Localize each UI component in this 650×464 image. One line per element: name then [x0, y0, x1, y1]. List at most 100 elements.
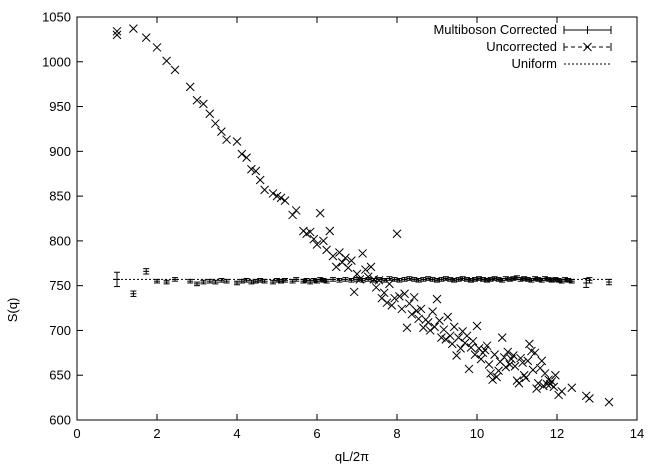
- uncorrected-point: [454, 333, 463, 342]
- uncorrected-point: [309, 234, 319, 244]
- corrected-point: [200, 279, 207, 285]
- x-tick-label: 14: [630, 426, 644, 441]
- uncorrected-point: [385, 279, 394, 289]
- uncorrected-point: [222, 135, 231, 145]
- uncorrected-point: [532, 384, 541, 394]
- uncorrected-point: [331, 262, 341, 272]
- uncorrected-point: [199, 99, 208, 109]
- corrected-point: [438, 277, 445, 282]
- corrected-point: [212, 279, 219, 285]
- uncorrected-point: [423, 318, 433, 327]
- x-tick-label: 12: [550, 426, 564, 441]
- uncorrected-point: [211, 119, 220, 128]
- uncorrected-point: [492, 372, 501, 382]
- corrected-point: [317, 277, 324, 282]
- uncorrected-point: [441, 335, 451, 344]
- uncorrected-point: [237, 149, 247, 159]
- uncorrected-point: [425, 326, 435, 335]
- uncorrected-point: [251, 166, 261, 176]
- x-tick-label: 8: [393, 426, 400, 441]
- uncorrected-point: [371, 283, 381, 292]
- uncorrected-point: [392, 229, 402, 239]
- uncorrected-point: [516, 353, 525, 363]
- corrected-point: [484, 278, 490, 283]
- uncorrected-point: [112, 30, 122, 40]
- uncorrected-point: [276, 193, 286, 203]
- corrected-point: [555, 278, 562, 283]
- x-tick-label: 2: [153, 426, 160, 441]
- uncorrected-point: [540, 369, 550, 378]
- uncorrected-point: [525, 339, 534, 349]
- uncorrected-point: [542, 379, 552, 389]
- y-axis-title: S(q): [5, 298, 20, 323]
- legend: Multiboson Corrected Uncorrected Uniform: [433, 22, 612, 71]
- corrected-point: [336, 278, 343, 283]
- uncorrected-point: [501, 362, 511, 372]
- uncorrected-point: [382, 298, 392, 308]
- uncorrected-point: [343, 263, 353, 273]
- corrected-point: [248, 279, 255, 285]
- uncorrected-point: [312, 240, 322, 249]
- uncorrected-point: [509, 351, 518, 360]
- corrected-point: [451, 278, 458, 283]
- corrected-point: [218, 278, 225, 283]
- corrected-point: [491, 276, 498, 281]
- uncorrected-point: [170, 65, 180, 75]
- uncorrected-point: [449, 322, 459, 332]
- corrected-point: [442, 276, 449, 281]
- corrected-point: [130, 290, 137, 297]
- uncorrected-point: [141, 33, 151, 42]
- legend-label-uncorrected: Uncorrected: [486, 39, 557, 54]
- uncorrected-point: [205, 109, 215, 119]
- uncorrected-point: [488, 375, 497, 385]
- uncorrected-point: [347, 256, 356, 265]
- corrected-point: [187, 278, 194, 284]
- corrected-point: [425, 276, 432, 281]
- uncorrected-point: [443, 312, 453, 322]
- corrected-point: [310, 278, 317, 283]
- y-tick-label: 1050: [42, 10, 71, 25]
- uncorrected-point: [366, 262, 376, 272]
- uncorrected-point: [497, 333, 507, 342]
- corrected-point: [434, 278, 440, 283]
- legend-label-uniform: Uniform: [511, 56, 557, 71]
- uncorrected-point: [494, 366, 503, 376]
- uncorrected-point: [268, 189, 278, 198]
- corrected-point: [476, 276, 482, 281]
- corrected-point: [386, 276, 393, 281]
- uncorrected-point: [363, 272, 373, 282]
- y-tick-label: 950: [49, 99, 71, 114]
- corrected-point: [521, 276, 528, 281]
- uncorrected-point: [523, 356, 533, 366]
- corrected-point: [223, 278, 230, 284]
- uncorrected-point: [402, 323, 412, 333]
- corrected-point: [354, 277, 360, 282]
- uncorrected-point: [470, 350, 480, 359]
- uncorrected-point: [514, 378, 524, 388]
- corrected-point: [429, 277, 436, 282]
- uncorrected-point: [510, 361, 520, 371]
- x-tick-label: 0: [73, 426, 80, 441]
- uncorrected-point: [288, 210, 297, 220]
- corrected-point: [552, 277, 559, 282]
- uncorrected-point: [414, 314, 423, 324]
- uncorrected-point: [400, 289, 409, 299]
- uncorrected-point: [486, 369, 495, 378]
- corrected-point: [163, 279, 170, 285]
- corrected-point: [447, 277, 454, 282]
- corrected-point: [348, 278, 355, 283]
- corrected-point: [411, 277, 418, 282]
- corrected-point: [396, 278, 403, 283]
- uncorrected-point: [533, 378, 543, 388]
- uncorrected-point: [472, 321, 482, 331]
- uncorrected-point: [305, 227, 315, 237]
- corrected-point: [586, 277, 593, 284]
- uncorrected-point: [456, 344, 465, 353]
- corrected-point: [548, 278, 555, 283]
- corrected-point: [401, 277, 408, 282]
- corrected-point: [342, 277, 349, 282]
- uncorrected-point: [528, 365, 538, 375]
- uncorrected-point: [537, 356, 547, 366]
- corrected-point: [278, 278, 284, 284]
- x-axis-title: qL/2π: [335, 449, 369, 464]
